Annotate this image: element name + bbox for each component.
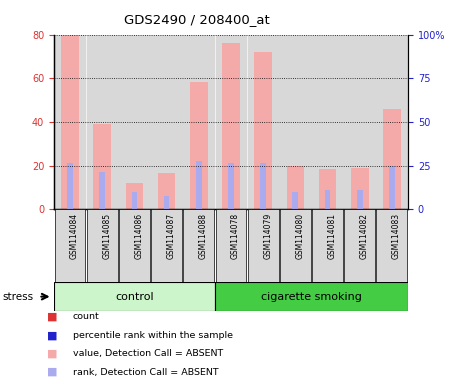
Bar [248,209,279,282]
Bar [216,209,246,282]
Bar [119,35,150,209]
Bar [254,52,272,209]
Text: GSM114080: GSM114080 [295,213,304,259]
Bar [377,209,408,282]
Bar [196,161,202,209]
Bar [54,35,85,209]
Bar [87,35,118,209]
Text: GSM114081: GSM114081 [327,213,337,259]
Bar [183,209,214,282]
Bar [54,282,215,311]
Bar [158,173,175,209]
Bar [67,164,73,209]
Bar [344,35,375,209]
Bar [216,35,246,209]
Text: GSM114079: GSM114079 [263,213,272,259]
Bar [151,35,182,209]
Bar [119,209,150,282]
Bar [87,209,118,282]
Bar [183,35,214,209]
Text: GSM114084: GSM114084 [70,213,79,259]
Bar [319,169,336,209]
Bar [351,168,369,209]
Bar [126,183,143,209]
Bar [93,124,111,209]
Bar [280,35,311,209]
Text: GSM114086: GSM114086 [135,213,144,259]
Bar [222,43,240,209]
Bar [260,164,266,209]
Bar [357,190,363,209]
Text: cigarette smoking: cigarette smoking [261,291,362,302]
Bar [344,209,375,282]
Bar [293,192,298,209]
Bar [131,192,137,209]
Bar [312,209,343,282]
Bar [228,164,234,209]
Bar [99,172,105,209]
Bar [377,35,408,209]
Bar [312,35,343,209]
Text: percentile rank within the sample: percentile rank within the sample [73,331,233,340]
Text: count: count [73,312,99,321]
Text: control: control [115,291,154,302]
Text: ■: ■ [47,367,57,377]
Bar [61,35,79,209]
Text: GSM114078: GSM114078 [231,213,240,259]
Text: GDS2490 / 208400_at: GDS2490 / 208400_at [124,13,270,26]
Text: ■: ■ [47,312,57,322]
Bar [215,282,408,311]
Text: GSM114083: GSM114083 [392,213,401,259]
Bar [248,35,279,209]
Text: value, Detection Call = ABSENT: value, Detection Call = ABSENT [73,349,223,358]
Text: GSM114085: GSM114085 [102,213,111,259]
Bar [164,196,169,209]
Bar [287,166,304,209]
Bar [280,209,311,282]
Text: GSM114088: GSM114088 [199,213,208,259]
Text: stress: stress [2,291,33,302]
Bar [54,209,85,282]
Bar [325,190,331,209]
Bar [151,209,182,282]
Text: rank, Detection Call = ABSENT: rank, Detection Call = ABSENT [73,367,219,377]
Bar [389,166,395,209]
Bar [383,109,401,209]
Text: GSM114087: GSM114087 [166,213,175,259]
Bar [190,81,208,209]
Text: ■: ■ [47,330,57,340]
Text: ■: ■ [47,349,57,359]
Text: GSM114082: GSM114082 [360,213,369,259]
